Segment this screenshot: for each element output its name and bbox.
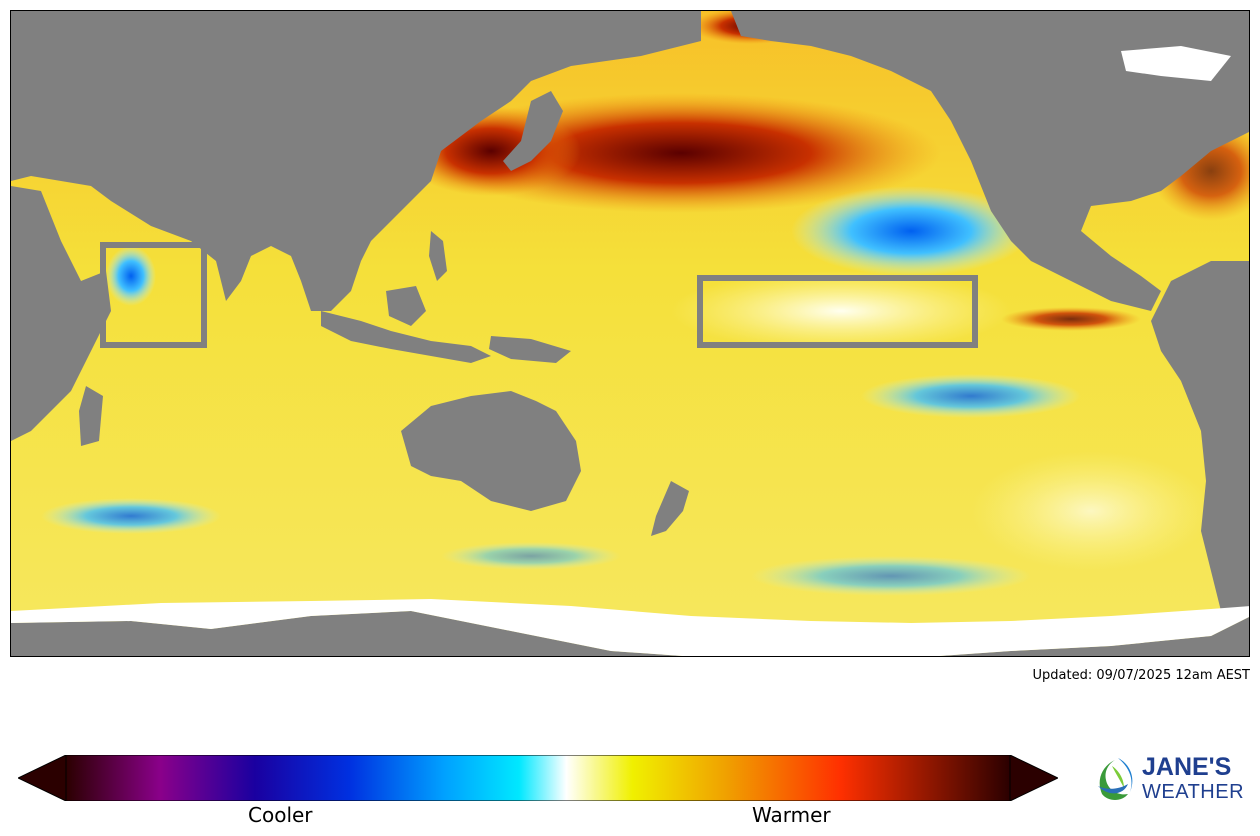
sea-ice (11, 46, 1249, 656)
madagascar (79, 386, 103, 446)
arctic-sea-ice (1121, 46, 1231, 81)
sea-surface-temperature-map (10, 10, 1250, 657)
colorbar-left-triangle (18, 755, 67, 801)
northeast-pacific-cool-anomaly (791, 186, 1031, 276)
arabian-sea-cool-anomaly (106, 246, 156, 306)
africa-landmass (11, 186, 111, 441)
southern-pacific-cool-anomaly (751, 556, 1031, 596)
equatorial-pacific-neutral (671, 271, 1011, 351)
southern-ocean-cool-anomaly (441, 542, 621, 570)
southern-indian-cool-anomaly (41, 498, 221, 534)
colorbar-gradient (65, 755, 1011, 801)
temperature-anomaly-colorbar (18, 755, 1058, 801)
australia-landmass (401, 391, 581, 511)
antarctica-east (939, 617, 1249, 656)
land-masses (11, 11, 1249, 656)
iod-west-region-box (100, 242, 207, 348)
indonesia-islands (321, 311, 491, 363)
south-pacific-cool-anomaly (861, 374, 1081, 418)
colorbar-cooler-label: Cooler (248, 803, 313, 827)
new-zealand (651, 481, 689, 536)
nino34-region-box (697, 275, 978, 348)
colorbar-warmer-label: Warmer (752, 803, 831, 827)
logo-name-text: JANE'S (1142, 753, 1232, 781)
logo-subtitle-text: WEATHER (1142, 781, 1245, 803)
north-america-landmass (731, 11, 1249, 311)
south-america-landmass (1151, 261, 1249, 611)
japan-islands (503, 91, 563, 171)
antarctica-landmass (11, 611, 683, 656)
borneo (386, 286, 426, 326)
leaf-globe-icon (1098, 758, 1133, 800)
new-guinea (489, 336, 571, 363)
antarctic-sea-ice (11, 599, 1249, 656)
asia-landmass (11, 11, 701, 311)
colorbar-right-triangle (1009, 755, 1058, 801)
southeast-pacific-neutral (971, 451, 1211, 571)
east-pacific-warm-eddies (1001, 307, 1141, 331)
janes-weather-logo: JANE'S WEATHER (1094, 754, 1254, 806)
philippines (429, 231, 447, 281)
updated-timestamp: Updated: 09/07/2025 12am AEST (1032, 668, 1250, 683)
